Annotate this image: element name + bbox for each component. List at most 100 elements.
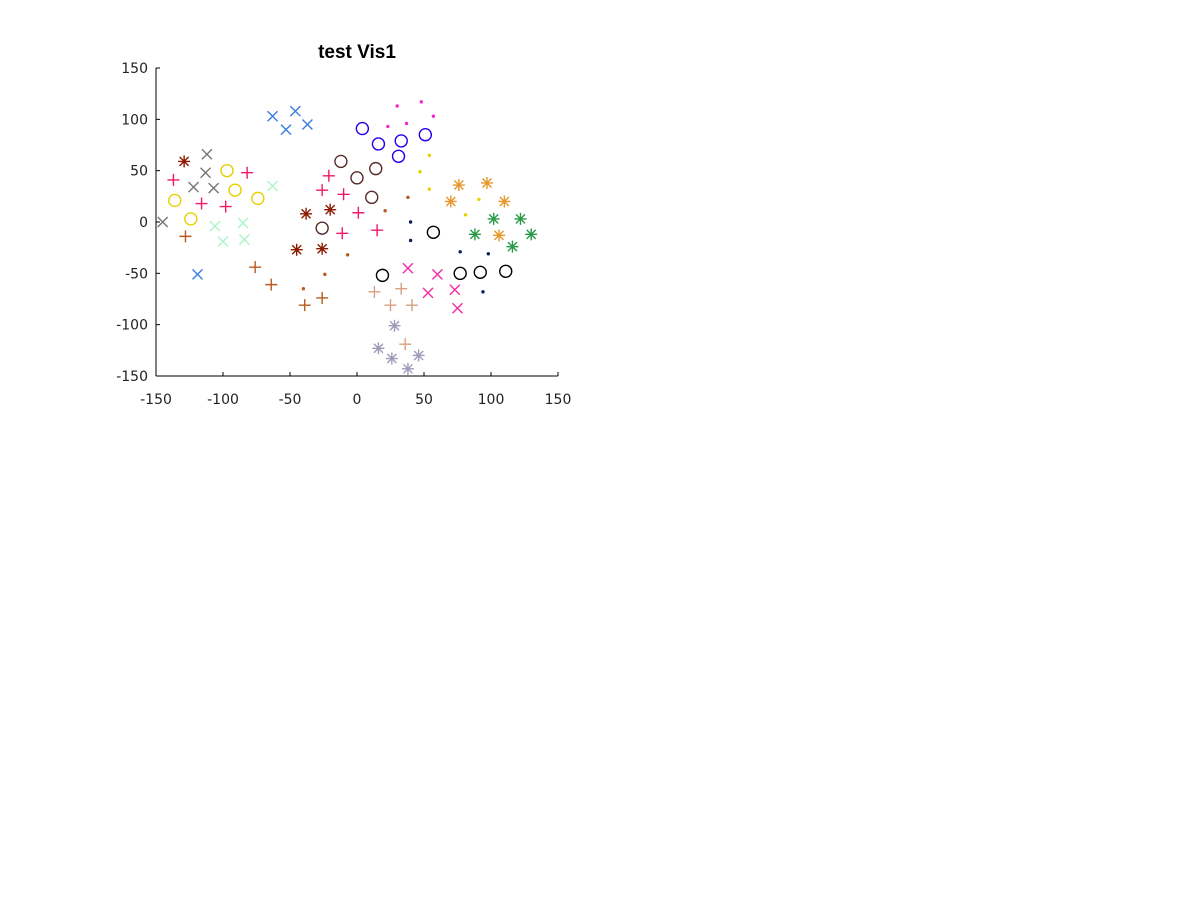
y-ticks: 150 100 50 0 -50 -100 -150 (116, 61, 160, 385)
data-point (237, 217, 249, 229)
data-point (452, 302, 463, 314)
data-point (316, 242, 329, 255)
data-point (192, 268, 204, 280)
data-point (350, 171, 364, 185)
data-point (431, 268, 443, 280)
data-point (365, 190, 379, 205)
series-7 (372, 319, 425, 375)
data-point (267, 110, 279, 122)
data-point (167, 173, 180, 186)
data-point (217, 236, 229, 248)
series-10 (368, 282, 418, 351)
series-6 (468, 212, 538, 253)
data-point (337, 188, 350, 201)
data-point (168, 193, 182, 208)
data-point (372, 342, 385, 355)
x-tick-label: -150 (140, 392, 172, 408)
data-point (352, 206, 365, 219)
series-15 (386, 100, 436, 129)
data-point (315, 221, 329, 235)
data-point (395, 104, 399, 108)
y-tick-label: -100 (116, 318, 148, 334)
y-tick-label: 50 (130, 164, 148, 180)
data-point (280, 124, 292, 136)
data-point (431, 114, 436, 118)
data-point (427, 187, 432, 191)
data-point (383, 209, 387, 213)
data-point (323, 272, 327, 277)
series-13 (315, 154, 383, 235)
data-point (369, 161, 383, 176)
data-point (316, 291, 329, 304)
series-3 (402, 262, 463, 314)
data-point (251, 191, 265, 206)
y-tick-label: -150 (116, 369, 148, 385)
chart-title: test Vis1 (318, 42, 396, 63)
data-point (178, 155, 191, 168)
data-point (493, 229, 506, 242)
x-tick-label: 150 (545, 392, 572, 408)
data-point (265, 278, 278, 291)
series-5 (444, 176, 511, 242)
data-point (394, 134, 408, 148)
y-tick-label: 100 (121, 112, 148, 128)
series-0 (192, 105, 313, 280)
data-point (419, 100, 424, 104)
data-point (301, 118, 313, 130)
data-point (201, 148, 213, 160)
data-point (427, 153, 432, 157)
data-point (322, 169, 335, 182)
data-point (481, 290, 485, 294)
data-point (209, 220, 221, 232)
data-point (452, 179, 465, 192)
data-point (228, 183, 242, 197)
series-11 (168, 163, 265, 226)
series-17 (301, 195, 410, 291)
data-point (405, 299, 418, 312)
series-18 (408, 220, 491, 294)
data-point (208, 182, 220, 194)
data-point (219, 200, 232, 213)
data-point (395, 282, 408, 295)
data-point (422, 287, 434, 299)
data-point (486, 252, 491, 256)
data-point (200, 167, 212, 179)
data-point (371, 224, 384, 237)
data-point (157, 216, 169, 228)
data-point (184, 212, 198, 226)
data-point (506, 240, 519, 253)
data-point (386, 124, 390, 129)
x-tick-label: 0 (353, 392, 362, 408)
data-point (404, 121, 409, 126)
x-ticks: -150 -100 -50 0 50 100 150 (140, 372, 571, 408)
data-point (267, 180, 279, 192)
data-point (480, 176, 493, 189)
x-tick-label: 50 (415, 392, 433, 408)
data-point (418, 169, 422, 174)
data-point (412, 349, 425, 362)
series-8 (167, 166, 384, 240)
data-point (391, 149, 406, 163)
data-point (238, 233, 250, 245)
data-point (249, 261, 262, 274)
data-point (401, 362, 414, 375)
data-point (453, 266, 467, 281)
data-point (408, 238, 413, 243)
data-point (336, 227, 349, 240)
data-point (241, 166, 254, 179)
data-point (499, 264, 513, 278)
data-point (458, 250, 462, 254)
data-point (473, 265, 487, 280)
x-tick-label: -50 (279, 392, 302, 408)
data-point (300, 207, 313, 220)
data-point (289, 105, 301, 117)
data-point (487, 212, 500, 225)
data-point (355, 121, 370, 136)
data-point (449, 284, 461, 296)
data-point (408, 220, 413, 224)
data-point (477, 197, 481, 202)
data-point (220, 163, 234, 178)
data-point (388, 319, 401, 332)
data-point (345, 253, 350, 257)
